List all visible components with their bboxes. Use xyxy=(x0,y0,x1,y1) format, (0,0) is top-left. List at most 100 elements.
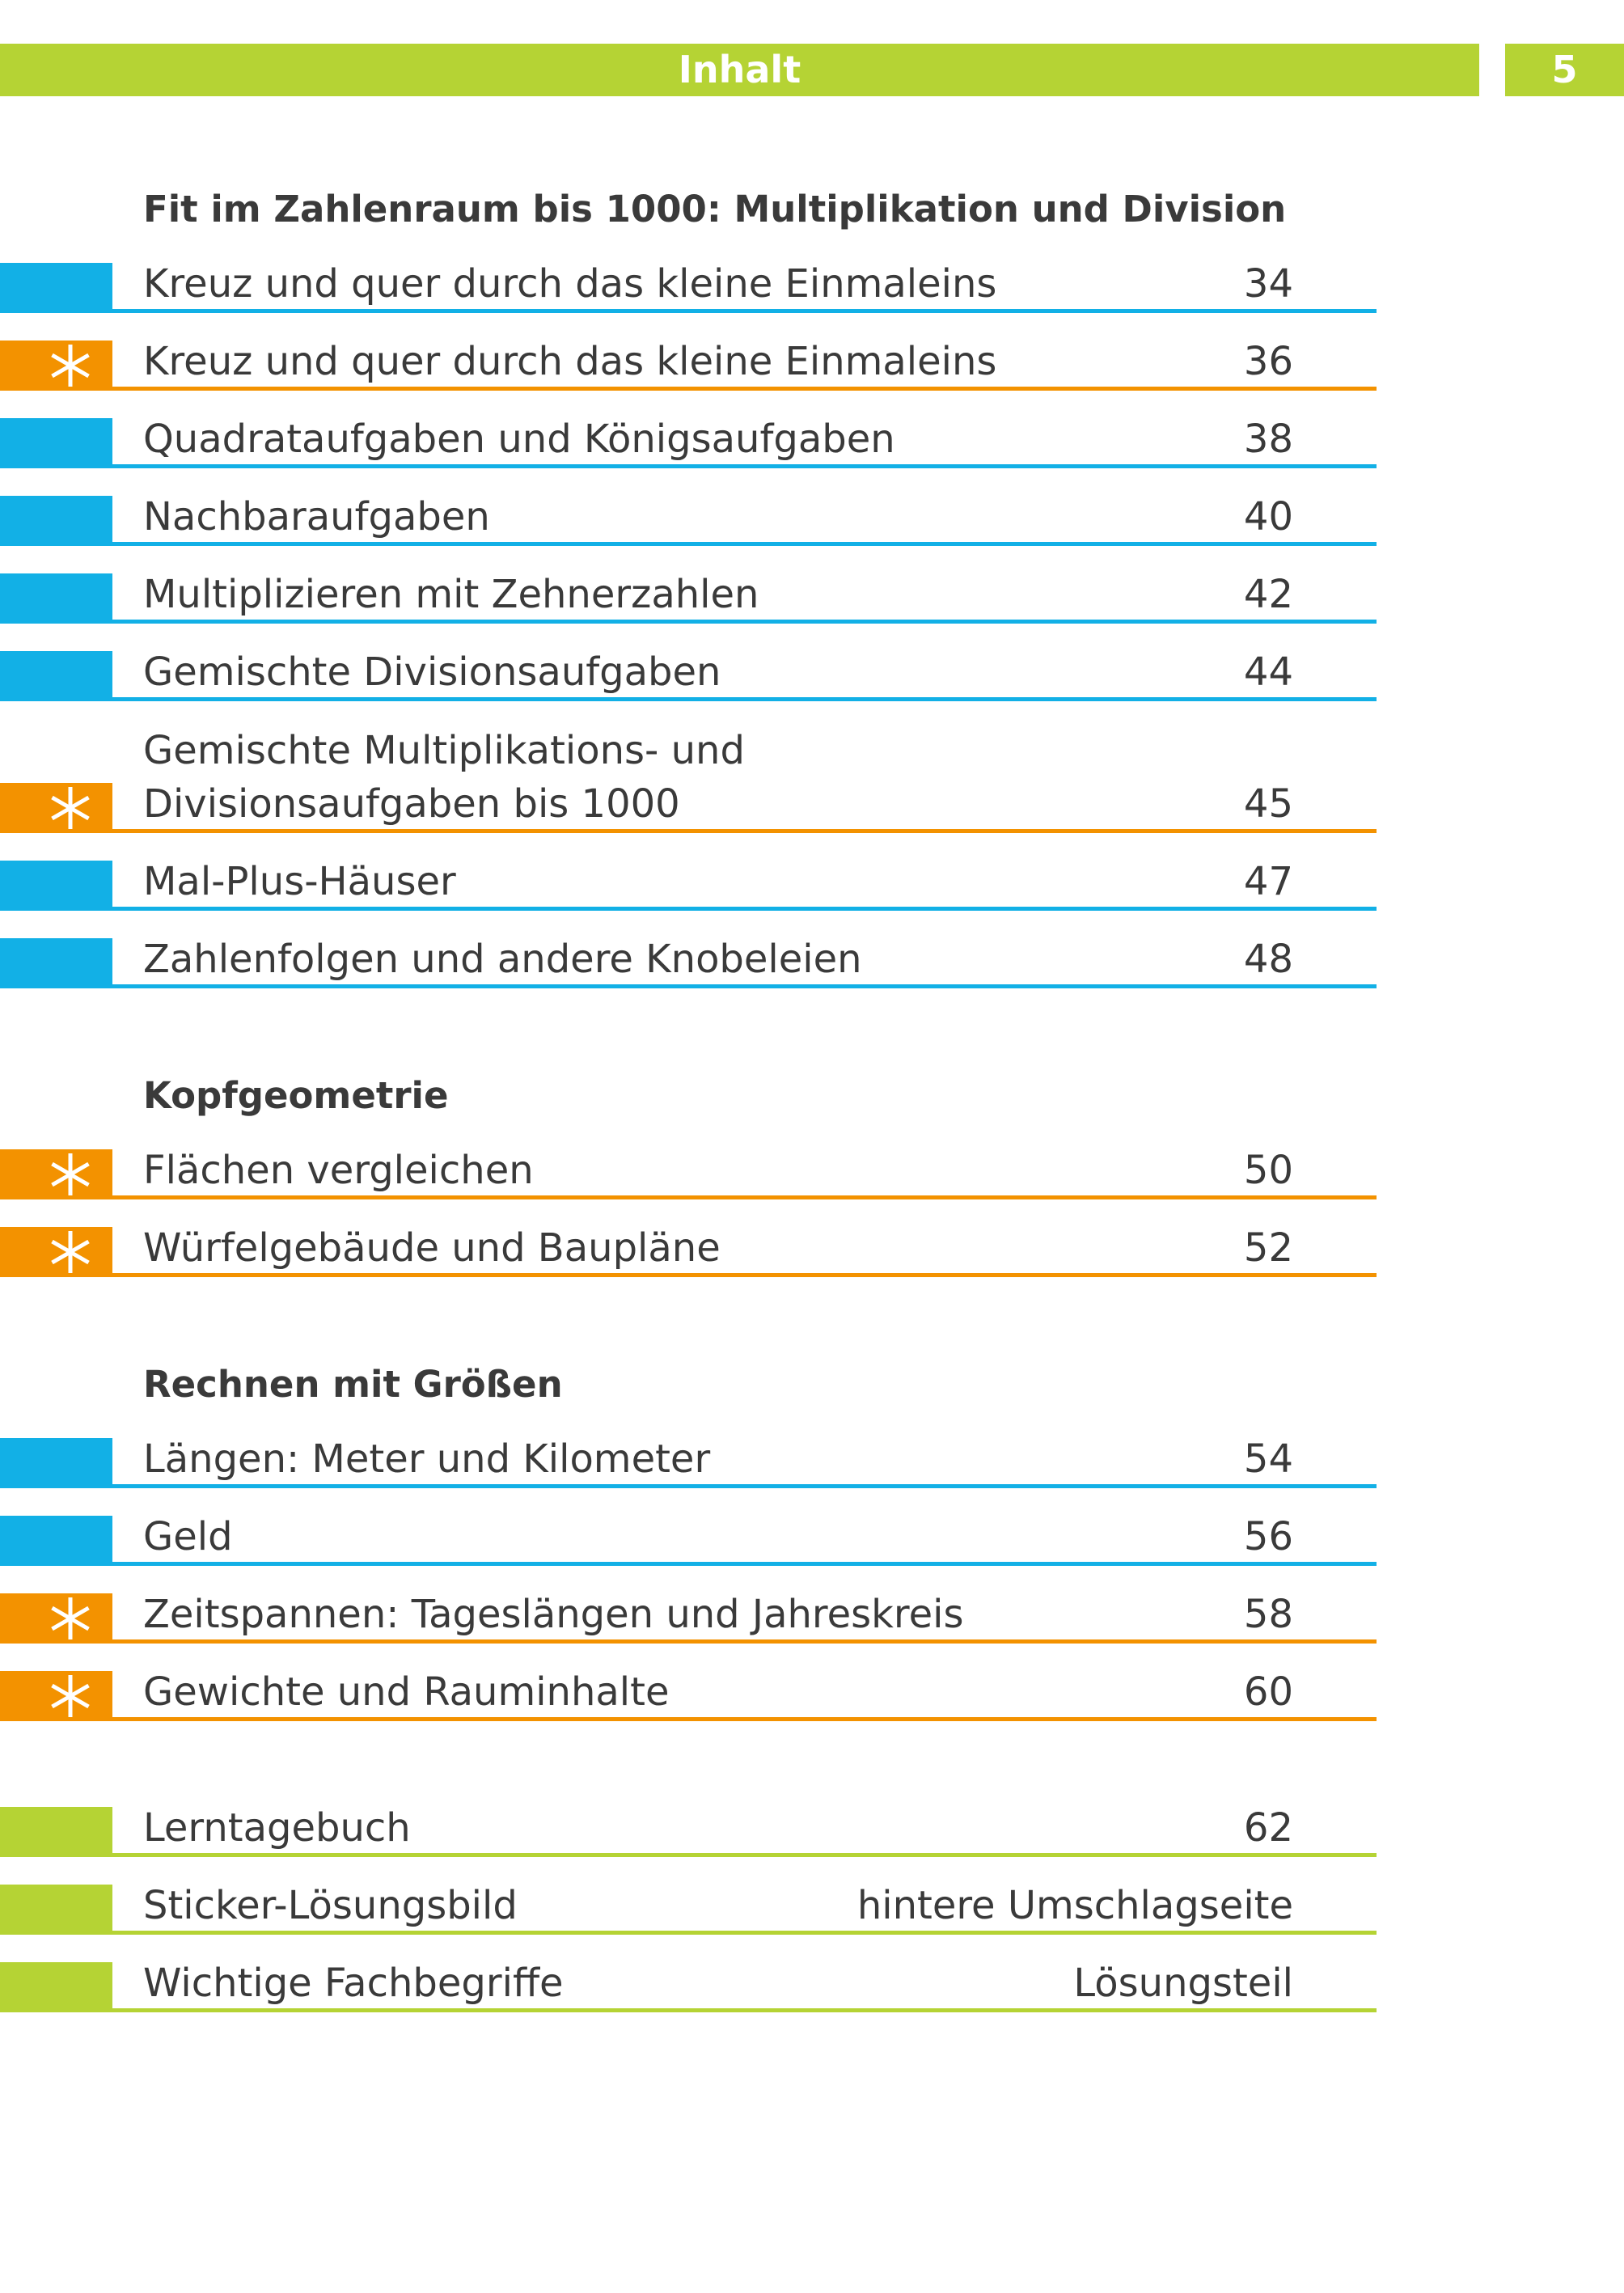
entry-page: 58 xyxy=(1243,1592,1293,1637)
toc-entry: Flächen vergleichen 50 xyxy=(0,1122,1624,1199)
toc-entry: Wichtige Fachbegriffe Lösungsteil xyxy=(0,1935,1624,2012)
toc-entry: Nachbaraufgaben 40 xyxy=(0,468,1624,546)
star-icon xyxy=(51,787,90,829)
entry-title: Längen: Meter und Kilometer xyxy=(143,1436,711,1482)
color-marker xyxy=(0,1962,112,2012)
entry-title: Sticker-Lösungsbild xyxy=(143,1883,518,1928)
star-ray xyxy=(51,1683,90,1709)
underline xyxy=(112,1639,1377,1644)
toc-entry: Geld 56 xyxy=(0,1488,1624,1566)
toc-entry: Gemischte Multiplikations- und Divisionsa… xyxy=(0,701,1624,833)
entry-page: 60 xyxy=(1243,1669,1293,1715)
entry-page: 40 xyxy=(1243,494,1293,539)
title-line: Gemischte Multiplikations- und xyxy=(143,728,745,773)
entry-title: Gemischte Divisionsaufgaben xyxy=(143,649,721,695)
underline xyxy=(112,464,1377,468)
star-icon xyxy=(51,1675,90,1717)
entry-page: Lösungsteil xyxy=(1073,1961,1293,2006)
color-marker xyxy=(0,783,112,833)
color-marker xyxy=(0,496,112,546)
color-marker xyxy=(0,418,112,468)
entry-page: 52 xyxy=(1243,1225,1293,1271)
section-heading: Fit im Zahlenraum bis 1000: Multiplikati… xyxy=(143,188,1287,231)
toc-entry: Mal-Plus-Häuser 47 xyxy=(0,833,1624,911)
star-icon xyxy=(51,1231,90,1273)
entry-title: Kreuz und quer durch das kleine Einmalei… xyxy=(143,339,997,384)
entry-page: 47 xyxy=(1243,859,1293,904)
entry-title: Mal-Plus-Häuser xyxy=(143,859,456,904)
underline xyxy=(112,2008,1377,2012)
underline xyxy=(112,620,1377,624)
underline xyxy=(112,984,1377,988)
color-marker xyxy=(0,651,112,701)
toc-entry: Gemischte Divisionsaufgaben 44 xyxy=(0,624,1624,701)
entry-title: Quadrataufgaben und Königsaufgaben xyxy=(143,417,895,462)
entry-title: Flächen vergleichen xyxy=(143,1148,534,1193)
section-heading: Rechnen mit Größen xyxy=(143,1363,563,1406)
star-ray xyxy=(51,1239,90,1265)
underline xyxy=(112,1931,1377,1935)
entry-page: 44 xyxy=(1243,649,1293,695)
entry-title: Wichtige Fachbegriffe xyxy=(143,1961,564,2006)
entry-title: Kreuz und quer durch das kleine Einmalei… xyxy=(143,261,997,307)
entry-page: 42 xyxy=(1243,572,1293,617)
section: Rechnen mit Größen Längen: Meter und Kilo… xyxy=(0,1358,1624,1721)
color-marker xyxy=(0,1593,112,1644)
entry-title: Würfelgebäude und Baupläne xyxy=(143,1225,721,1271)
color-marker xyxy=(0,341,112,391)
underline xyxy=(112,309,1377,313)
toc-entry: Quadrataufgaben und Königsaufgaben 38 xyxy=(0,391,1624,468)
color-marker xyxy=(0,861,112,911)
entry-title: Gewichte und Rauminhalte xyxy=(143,1669,670,1715)
color-marker xyxy=(0,1885,112,1935)
title-line: Divisionsaufgaben bis 1000 xyxy=(143,781,680,827)
entry-page: 45 xyxy=(1243,781,1293,827)
entry-page: 50 xyxy=(1243,1148,1293,1193)
toc-entry: Kreuz und quer durch das kleine Einmalei… xyxy=(0,235,1624,313)
underline xyxy=(112,387,1377,391)
section: Lerntagebuch 62 Sticker-Lösungsbild hintere… xyxy=(0,1779,1624,2012)
table-of-contents: Fit im Zahlenraum bis 1000: Multiplikati… xyxy=(0,183,1624,2093)
color-marker xyxy=(0,1438,112,1488)
color-marker xyxy=(0,1516,112,1566)
section: Kopfgeometrie Flächen vergleichen 50 Würfel… xyxy=(0,1069,1624,1277)
toc-entry: Längen: Meter und Kilometer 54 xyxy=(0,1411,1624,1488)
star-icon xyxy=(51,1153,90,1195)
color-marker xyxy=(0,938,112,988)
page-number: 5 xyxy=(1505,44,1624,96)
entry-page: 36 xyxy=(1243,339,1293,384)
underline xyxy=(112,1484,1377,1488)
toc-entry: Sticker-Lösungsbild hintere Umschlagseite xyxy=(0,1857,1624,1935)
entry-page: 62 xyxy=(1243,1805,1293,1851)
color-marker xyxy=(0,1227,112,1277)
entry-page: 48 xyxy=(1243,937,1293,982)
entry-page: 34 xyxy=(1243,261,1293,307)
toc-entry: Multiplizieren mit Zehnerzahlen 42 xyxy=(0,546,1624,624)
underline xyxy=(112,1853,1377,1857)
color-marker xyxy=(0,573,112,624)
entry-title: Lerntagebuch xyxy=(143,1805,411,1851)
toc-entry: Zeitspannen: Tageslängen und Jahreskreis… xyxy=(0,1566,1624,1644)
toc-entry: Zahlenfolgen und andere Knobeleien 48 xyxy=(0,911,1624,988)
underline xyxy=(112,542,1377,546)
star-icon xyxy=(51,1597,90,1639)
toc-entry: Gewichte und Rauminhalte 60 xyxy=(0,1644,1624,1721)
section: Fit im Zahlenraum bis 1000: Multiplikati… xyxy=(0,183,1624,988)
star-icon xyxy=(51,345,90,387)
color-marker xyxy=(0,263,112,313)
star-ray xyxy=(51,795,90,821)
toc-entry: Lerntagebuch 62 xyxy=(0,1779,1624,1857)
color-marker xyxy=(0,1149,112,1199)
entry-page: 54 xyxy=(1243,1436,1293,1482)
entry-page: 56 xyxy=(1243,1514,1293,1559)
entry-page: hintere Umschlagseite xyxy=(856,1883,1293,1928)
entry-title: Nachbaraufgaben xyxy=(143,494,490,539)
entry-title: Geld xyxy=(143,1514,233,1559)
entry-title: Zahlenfolgen und andere Knobeleien xyxy=(143,937,862,982)
star-ray xyxy=(51,1161,90,1187)
star-ray xyxy=(51,1606,90,1631)
toc-entry: Kreuz und quer durch das kleine Einmalei… xyxy=(0,313,1624,391)
entry-page: 38 xyxy=(1243,417,1293,462)
entry-title: Gemischte Multiplikations- und Divisionsa… xyxy=(143,724,745,831)
